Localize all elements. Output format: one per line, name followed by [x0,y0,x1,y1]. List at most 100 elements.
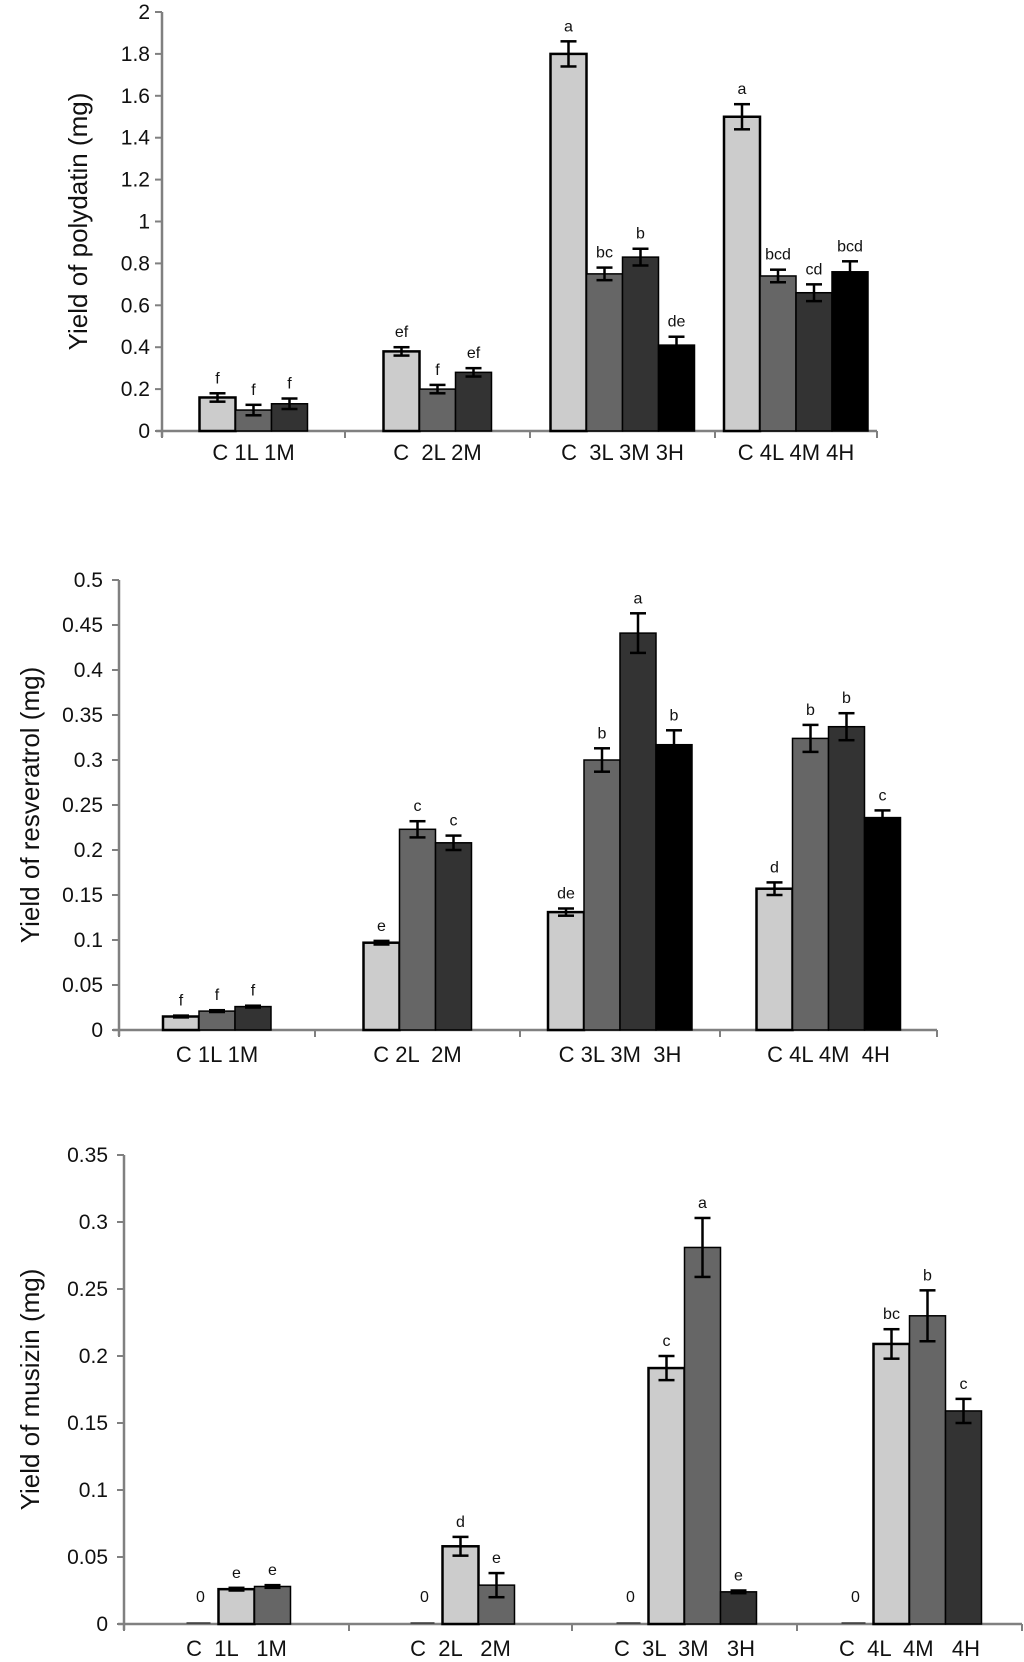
y-tick-label: 0.5 [74,569,103,592]
y-tick-label: 0.35 [62,704,103,727]
bar-2M [434,842,473,1031]
significance-label: de [557,886,575,903]
x-category-label: C 1L 1M [212,440,294,465]
bar-1M [253,1585,292,1625]
bar-group: 0 c a e C 3L 3M 3H [614,1195,758,1661]
bar-4L [759,275,797,432]
bar-C [755,887,794,1032]
y-tick-label: 1.8 [121,43,150,66]
significance-label: d [770,859,779,876]
error-bar [393,345,410,357]
y-tick-label: 0.8 [121,252,150,275]
error-bar [558,907,574,917]
significance-label: 0 [420,1589,429,1606]
bar-group: d b b c C 4L 4M 4H [755,690,902,1067]
significance-label: f [251,983,256,1000]
error-bar [883,1327,900,1360]
bar-3M [621,256,660,432]
error-bar [429,383,446,395]
significance-label: c [960,1376,968,1393]
y-tick-label: 0.1 [74,929,103,952]
bar-group: e c c C 2L 2M [362,798,473,1067]
significance-label: de [668,314,686,331]
y-tick-label: 0 [96,1613,108,1636]
significance-label: b [598,725,607,742]
error-bar [694,1216,711,1279]
y-tick-label: 0.45 [62,614,103,637]
bar-C [382,350,421,433]
x-category-label: C 4L 4M 4H [839,1636,980,1661]
significance-label: e [492,1550,501,1567]
error-bar [874,809,891,827]
error-bar [373,939,390,946]
significance-label: a [738,81,747,98]
error-bar [452,1535,469,1557]
bar-1L [217,1587,256,1626]
error-bar [560,40,577,68]
significance-label: a [698,1195,707,1212]
chart-1: 0 0.2 0.4 0.6 0.8 1 1.2 1.4 1.6 1.8 2 Yield of poly… [63,1,878,465]
significance-label: b [670,707,679,724]
significance-label: ef [467,345,481,362]
significance-label: bcd [765,247,791,264]
significance-label: c [450,813,458,830]
error-bar [734,102,750,131]
bar-4H [944,1410,983,1625]
significance-label: b [636,226,645,243]
error-bar [245,403,262,417]
significance-label: f [251,382,256,399]
significance-label: e [268,1562,277,1579]
error-bar [596,266,613,282]
bar-4M [827,725,866,1031]
bar-C [549,52,588,433]
significance-label: e [232,1565,241,1582]
y-tick-label: 0.2 [79,1345,108,1368]
error-bar [409,819,426,839]
y-tick-label: 0.35 [67,1144,108,1167]
x-category-label: C 4L 4M 4H [738,440,855,465]
error-bar [245,1004,261,1009]
y-tick-label: 0.05 [67,1546,108,1569]
error-bar [658,1354,675,1382]
x-category-label: C 1L 1M [186,1636,287,1661]
y-tick-label: 0 [91,1019,103,1042]
bar-3L [583,759,621,1031]
error-bar [955,1397,972,1425]
bar-3H [655,743,693,1031]
x-category-label: C 3L 3M 3H [559,1042,682,1067]
significance-label: f [215,370,220,387]
bar-C [362,941,401,1032]
bar-3H [657,344,696,432]
bar-C [546,910,586,1032]
bar-C [722,115,762,433]
x-category-label: C 1L 1M [176,1042,258,1067]
error-bar [770,268,786,284]
significance-label: b [842,690,851,707]
bar-1L [198,1010,236,1031]
error-bar [488,1571,505,1599]
y-tick-label: 1 [138,211,150,234]
error-bar [802,723,819,754]
error-bar [730,1589,747,1595]
y-tick-label: 0.05 [62,974,103,997]
error-bar [806,283,822,303]
x-category-label: C 3L 3M 3H [614,1636,755,1661]
y-tick-label: 2 [138,1,150,24]
y-tick-label: 0.15 [67,1412,108,1435]
bar-4L [872,1342,911,1626]
bar-2L [441,1545,480,1626]
error-bar [264,1583,281,1590]
bar-3H [719,1591,758,1625]
significance-label: f [435,362,440,379]
bar-4M [795,291,833,432]
bar-2L [398,828,437,1031]
bar-4H [831,271,869,432]
significance-label: d [456,1514,465,1531]
bar-2L [418,388,457,432]
error-bar [228,1586,245,1592]
y-tick-label: 0.3 [79,1211,108,1234]
y-tick-label: 0 [138,420,150,443]
significance-label: e [734,1568,743,1585]
